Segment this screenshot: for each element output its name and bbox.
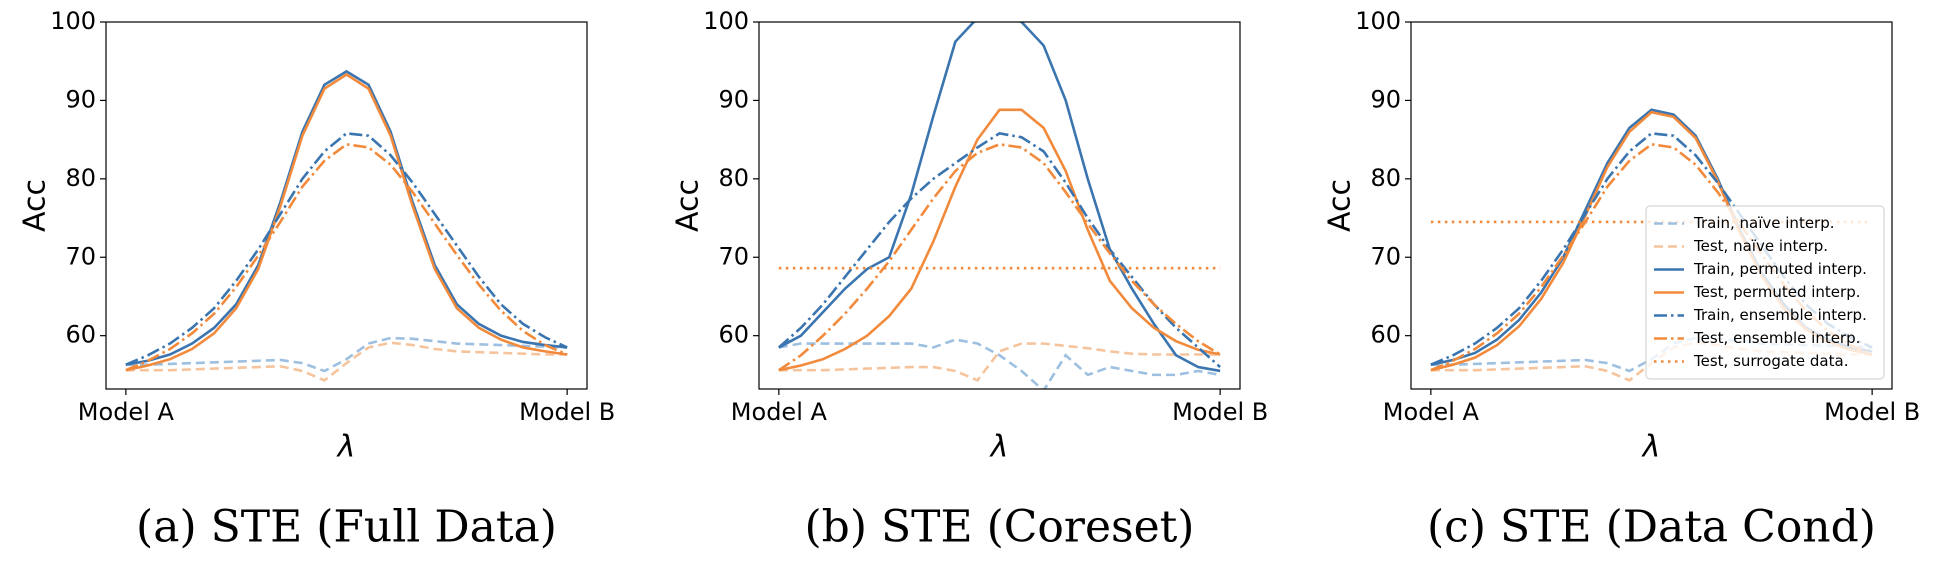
- series-line: [778, 22, 1221, 373]
- x-tick-label: Model B: [519, 398, 615, 426]
- x-tick-label: Model B: [1824, 398, 1920, 426]
- axes-frame: [758, 21, 1241, 390]
- y-axis-label: Acc: [671, 179, 706, 232]
- y-tick-label: 70: [718, 242, 749, 270]
- legend-label: Train, permuted interp.: [1693, 260, 1867, 278]
- series-line: [778, 342, 1221, 382]
- y-tick-label: 80: [718, 164, 749, 192]
- caption: (a) STE (Full Data): [136, 502, 557, 553]
- series-line: [125, 132, 568, 366]
- legend-label: Test, permuted interp.: [1693, 283, 1861, 301]
- series-line: [778, 108, 1221, 372]
- y-tick-label: 100: [703, 7, 749, 35]
- series-line: [778, 338, 1221, 389]
- y-tick-label: 90: [718, 85, 749, 113]
- series-line: [777, 131, 1222, 369]
- legend-label: Test, ensemble interp.: [1693, 329, 1860, 347]
- subplot: 60 70 80 90 100 Model A Model B λ Acc (a) STE (Fu…: [18, 7, 616, 553]
- x-tick-label: Model A: [1383, 398, 1480, 426]
- y-axis-label: Acc: [18, 179, 53, 232]
- y-tick-label: 80: [1370, 164, 1401, 192]
- y-tick-label: 90: [1370, 85, 1401, 113]
- x-tick-label: Model B: [1172, 398, 1268, 426]
- caption: (b) STE (Coreset): [805, 502, 1195, 553]
- plot-area: [125, 69, 568, 382]
- caption: (c) STE (Data Cond): [1427, 502, 1876, 553]
- y-tick-label: 60: [1370, 321, 1401, 349]
- y-tick-label: 100: [1355, 7, 1401, 35]
- y-tick-label: 80: [65, 164, 96, 192]
- legend-label: Test, surrogate data.: [1693, 352, 1848, 370]
- y-axis-label: Acc: [1323, 179, 1358, 232]
- y-tick-label: 70: [65, 242, 96, 270]
- plot-area: [777, 22, 1222, 389]
- axes-frame: [105, 21, 588, 390]
- y-tick-label: 100: [50, 7, 96, 35]
- y-tick-label: 60: [718, 321, 749, 349]
- legend-label: Train, naïve interp.: [1693, 214, 1835, 232]
- legend: Train, naïve interp. Test, naïve interp. T…: [1645, 205, 1885, 380]
- y-tick-label: 70: [1370, 242, 1401, 270]
- x-tick-label: Model A: [731, 398, 828, 426]
- legend-label: Train, ensemble interp.: [1693, 306, 1867, 324]
- subplot: 60 70 80 90 100 Model A Model B λ Acc (b) STE (Co…: [671, 7, 1269, 553]
- legend-box: [1645, 205, 1885, 380]
- x-axis-label: λ: [1641, 430, 1661, 465]
- y-tick-label: 60: [65, 321, 96, 349]
- series-line: [125, 336, 568, 373]
- series-line: [125, 341, 568, 382]
- x-tick-label: Model A: [78, 398, 175, 426]
- series-line: [125, 142, 568, 372]
- series-line: [778, 142, 1221, 372]
- legend-label: Test, naïve interp.: [1693, 237, 1828, 255]
- series-line: [125, 69, 568, 366]
- subplot: 60 70 80 90 100 Model A Model B λ Acc (c) STE (Da…: [1323, 7, 1921, 553]
- axes-frame: [1410, 21, 1893, 390]
- x-axis-label: λ: [989, 430, 1009, 465]
- x-axis-label: λ: [336, 430, 356, 465]
- series-line: [125, 72, 568, 372]
- y-tick-label: 90: [65, 85, 96, 113]
